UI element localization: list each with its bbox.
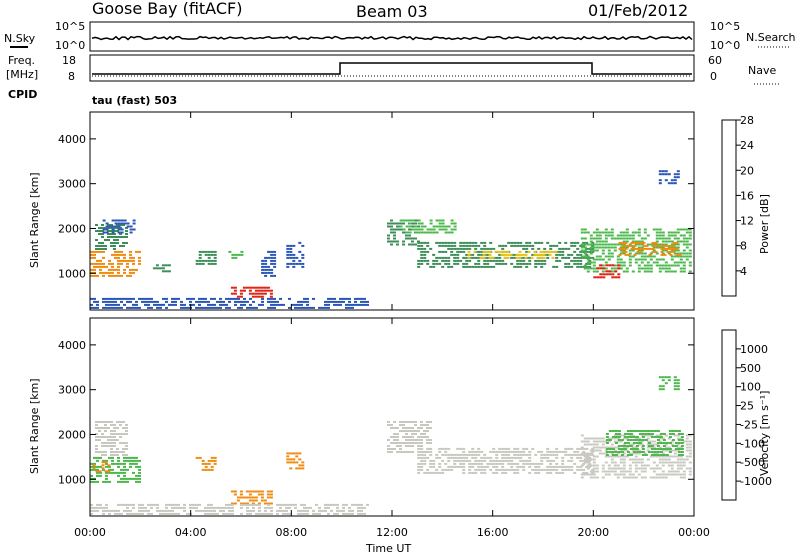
data-region-16 [90, 297, 369, 309]
data-region-5 [286, 452, 305, 470]
colorbar-tick-6: -500 [740, 456, 765, 469]
noise-panel: N.Sky 10^5 10^0 10^5 10^0 N.Search [4, 20, 796, 52]
data-region-2 [92, 461, 111, 473]
x-tick-label-1: 04:00 [175, 526, 207, 539]
cpid-label: CPID [8, 88, 37, 101]
data-region-10 [399, 219, 457, 234]
colorbar-tick-5: -100 [740, 437, 765, 450]
data-region-11 [658, 376, 680, 391]
nave-tick-top: 60 [708, 54, 722, 67]
colorbar-tick-3: 16 [740, 189, 754, 202]
data-region-8 [580, 434, 692, 479]
colorbar-tick-6: 28 [740, 114, 754, 127]
data-region-7 [417, 447, 595, 474]
colorbar-tick-2: 100 [740, 381, 761, 394]
data-region-3 [195, 456, 217, 471]
noise-left-tick-top: 10^5 [55, 20, 85, 33]
y-tick-label-2: 3000 [58, 178, 86, 191]
colorbar-tick-5: 24 [740, 139, 754, 152]
x-tick-label-0: 00:00 [74, 526, 106, 539]
cpid-text: tau (fast) 503 [92, 94, 177, 107]
x-tick-label-6: 00:00 [678, 526, 710, 539]
velocity-panel: 1000 2000 3000 4000 Slant Range [km] 1000 50… [28, 317, 772, 517]
beam-label: Beam 03 [356, 2, 428, 21]
x-tick-label-4: 16:00 [477, 526, 509, 539]
freq-unit-label: [MHz] [6, 68, 38, 81]
power-colorbar: 4 8 12 16 20 24 28 [721, 114, 754, 297]
x-axis-label: Time UT [365, 542, 411, 554]
colorbar-tick-4: -25 [740, 418, 758, 431]
data-region-15 [593, 264, 621, 279]
nave-tick-bottom: 0 [710, 70, 717, 83]
colorbar-tick-0: 1000 [740, 343, 768, 356]
y-tick-label-0: 1000 [58, 473, 86, 486]
data-region-4 [230, 490, 273, 505]
data-region-12 [467, 250, 558, 259]
colorbar-tick-0: 4 [740, 265, 747, 278]
data-region-4 [195, 250, 217, 265]
velocity-y-axis-label: Slant Range [km] [28, 378, 41, 474]
power-colorbar-label: Power [dB] [758, 194, 771, 254]
nsky-label: N.Sky [4, 32, 36, 45]
y-tick-label-1: 2000 [58, 222, 86, 235]
colorbar-tick-2: 12 [740, 215, 754, 228]
power-y-axis-label: Slant Range [km] [28, 172, 41, 268]
velocity-y-ticks: 1000 2000 3000 4000 [58, 339, 694, 486]
data-region-7 [261, 250, 277, 277]
colorbar-tick-3: 25 [740, 400, 754, 413]
date-label: 01/Feb/2012 [588, 1, 688, 20]
data-region-0 [90, 250, 141, 277]
power-panel: 1000 2000 3000 4000 Slant Range [km] 4 8 12 16… [28, 111, 771, 311]
colorbar-tick-4: 20 [740, 164, 754, 177]
x-tick-label-2: 08:00 [275, 526, 307, 539]
y-tick-label-1: 2000 [58, 428, 86, 441]
power-y-ticks: 1000 2000 3000 4000 [58, 133, 694, 280]
freq-tick-top: 18 [62, 54, 76, 67]
data-region-14 [618, 241, 682, 256]
data-region-3 [152, 264, 171, 273]
x-tick-label-3: 12:00 [376, 526, 408, 539]
x-tick-label-5: 20:00 [577, 526, 609, 539]
x-axis-ticks: 00:00 04:00 08:00 12:00 16:00 20:00 00:00 [74, 112, 710, 539]
freq-trace [92, 62, 692, 75]
data-region-8 [286, 241, 305, 268]
noise-right-tick-top: 10^5 [710, 20, 740, 33]
data-region-1 [95, 224, 128, 250]
data-region-17 [658, 170, 680, 185]
noise-right-tick-bottom: 10^0 [710, 39, 740, 52]
data-region-10 [90, 503, 369, 515]
colorbar-tick-7: -1000 [740, 475, 772, 488]
y-tick-label-2: 3000 [58, 384, 86, 397]
freq-tick-bottom: 8 [68, 70, 75, 83]
colorbar-tick-1: 8 [740, 240, 747, 253]
velocity-colorbar-label: Velocity [m s⁻¹] [758, 391, 771, 476]
data-region-1 [95, 421, 128, 456]
data-region-9 [605, 430, 684, 456]
noise-left-tick-bottom: 10^0 [55, 39, 85, 52]
y-tick-label-3: 4000 [58, 339, 86, 352]
nsearch-label: N.Search [746, 31, 796, 44]
freq-label: Freq. [8, 54, 35, 67]
y-tick-label-0: 1000 [58, 267, 86, 280]
power-data-marks [90, 170, 692, 309]
data-region-5 [228, 250, 244, 259]
data-region-13 [580, 228, 692, 273]
data-region-2 [102, 219, 136, 234]
freq-panel: Freq. [MHz] CPID 18 8 60 0 Nave [6, 54, 780, 101]
data-region-6 [387, 421, 432, 453]
velocity-colorbar: 1000 500 100 25 -25 -100 -500 -1000 [721, 329, 772, 501]
nsky-trace [91, 35, 693, 41]
colorbar-tick-1: 500 [740, 362, 761, 375]
nave-label: Nave [748, 64, 776, 77]
station-title: Goose Bay (fitACF) [92, 0, 242, 18]
data-region-6 [230, 286, 273, 298]
y-tick-label-3: 4000 [58, 133, 86, 146]
